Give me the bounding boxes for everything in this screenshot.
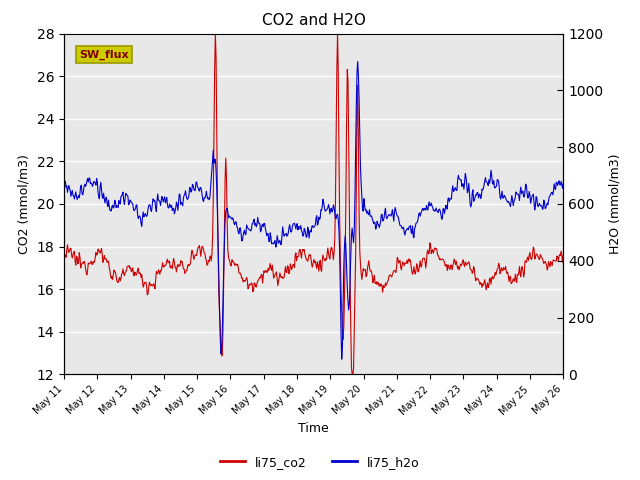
li75_co2 (559, 253, 567, 259)
li75_h2o (60, 183, 68, 189)
Text: SW_flux: SW_flux (79, 49, 129, 60)
Y-axis label: CO2 (mmol/m3): CO2 (mmol/m3) (18, 154, 31, 254)
li75_co2 (120, 273, 128, 278)
li75_co2 (69, 252, 77, 257)
li75_h2o (198, 188, 205, 193)
Title: CO2 and H2O: CO2 and H2O (262, 13, 365, 28)
li75_co2 (172, 264, 179, 270)
li75_h2o (376, 225, 383, 230)
li75_h2o (354, 59, 362, 64)
li75_co2 (348, 372, 356, 377)
li75_co2 (198, 248, 205, 253)
X-axis label: Time: Time (298, 422, 329, 435)
li75_h2o (69, 192, 77, 198)
li75_h2o (172, 208, 179, 214)
li75_co2 (390, 268, 397, 274)
li75_h2o (390, 218, 397, 224)
Y-axis label: H2O (mmol/m3): H2O (mmol/m3) (609, 154, 621, 254)
li75_co2 (60, 254, 68, 260)
Legend: li75_co2, li75_h2o: li75_co2, li75_h2o (215, 451, 425, 474)
Line: li75_h2o: li75_h2o (64, 61, 563, 359)
li75_co2 (376, 283, 383, 289)
li75_h2o (120, 202, 128, 207)
li75_h2o (559, 180, 567, 186)
li75_h2o (338, 356, 346, 362)
Line: li75_co2: li75_co2 (64, 34, 563, 374)
li75_co2 (211, 31, 219, 36)
